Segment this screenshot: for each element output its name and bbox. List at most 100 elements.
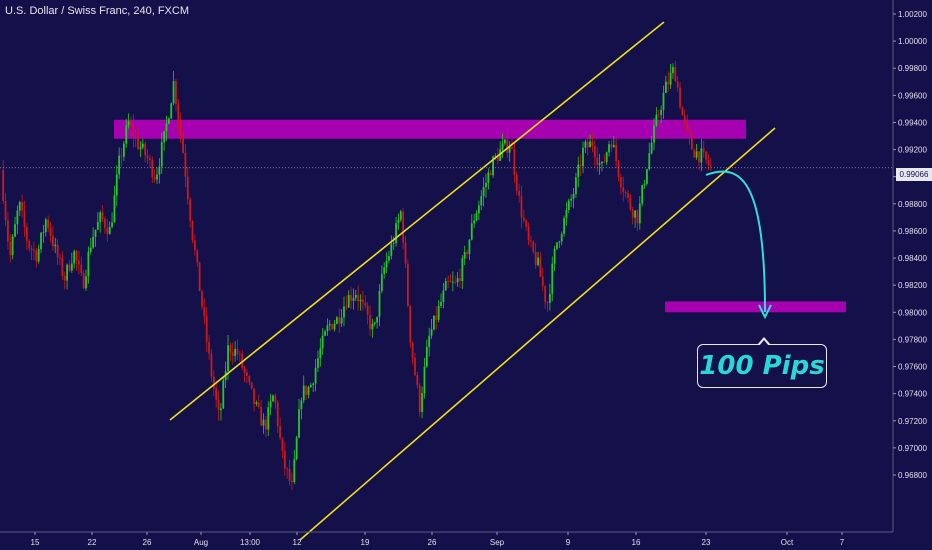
candle-body bbox=[234, 349, 237, 356]
candle-body bbox=[565, 210, 568, 219]
candle-body bbox=[525, 220, 528, 227]
candle-body bbox=[54, 244, 57, 247]
candle-body bbox=[392, 243, 395, 244]
candle-body bbox=[305, 385, 308, 395]
candle-body bbox=[274, 395, 277, 403]
candle-body bbox=[182, 134, 184, 153]
candle-body bbox=[560, 233, 563, 242]
candle-body bbox=[215, 388, 218, 400]
candle-body bbox=[11, 236, 14, 256]
candle-body bbox=[584, 141, 587, 148]
candle-body bbox=[170, 103, 173, 119]
price-tick-label: 0.97600 bbox=[898, 363, 927, 372]
candle-body bbox=[586, 141, 589, 148]
candle-body bbox=[534, 252, 537, 266]
candle-body bbox=[73, 251, 76, 264]
candle-body bbox=[300, 400, 303, 410]
candle-body bbox=[257, 402, 260, 407]
candle-body bbox=[61, 257, 64, 276]
candle-body bbox=[541, 276, 544, 287]
candle-body bbox=[397, 219, 400, 224]
candle-body bbox=[56, 244, 59, 258]
candle-body bbox=[220, 408, 222, 411]
candle-body bbox=[264, 419, 267, 430]
candle-body bbox=[601, 161, 603, 164]
candle-body bbox=[321, 335, 324, 349]
candle-body bbox=[23, 210, 26, 227]
candle-body bbox=[260, 406, 263, 426]
time-tick-label: Aug bbox=[194, 538, 208, 547]
price-tick-label: 0.97200 bbox=[898, 417, 927, 426]
candle-body bbox=[402, 211, 405, 243]
candle-body bbox=[312, 383, 315, 386]
candle-body bbox=[421, 393, 423, 413]
candle-body bbox=[179, 119, 182, 135]
time-tick-label: Sep bbox=[490, 538, 505, 547]
candle-body bbox=[411, 342, 414, 358]
candle-body bbox=[664, 81, 667, 94]
candle-body bbox=[634, 210, 636, 218]
price-tick-label: 0.99800 bbox=[898, 64, 927, 73]
candle-body bbox=[556, 242, 558, 249]
candle-body bbox=[489, 172, 492, 176]
candle-body bbox=[343, 306, 345, 318]
candle-body bbox=[99, 212, 102, 223]
candle-body bbox=[167, 118, 170, 124]
callout-notch-inner bbox=[759, 340, 769, 346]
candle-body bbox=[231, 352, 234, 356]
candle-body bbox=[442, 290, 445, 302]
candle-body bbox=[553, 248, 556, 264]
candle-body bbox=[146, 155, 149, 159]
candle-body bbox=[364, 302, 367, 306]
candle-body bbox=[572, 193, 575, 199]
candle-body bbox=[532, 241, 535, 253]
candle-body bbox=[615, 144, 618, 162]
candle-body bbox=[78, 260, 80, 265]
candle-body bbox=[132, 124, 135, 137]
candle-body bbox=[139, 147, 142, 149]
candle-body bbox=[418, 385, 421, 413]
candle-body bbox=[629, 197, 632, 210]
candle-body bbox=[631, 209, 634, 218]
candle-body bbox=[603, 161, 606, 163]
candle-body bbox=[693, 149, 696, 158]
candle-body bbox=[416, 374, 419, 386]
candle-body bbox=[681, 107, 684, 116]
candle-body bbox=[672, 67, 674, 73]
candle-body bbox=[390, 243, 393, 257]
candle-body bbox=[319, 348, 322, 359]
candle-body bbox=[236, 349, 239, 354]
candle-body bbox=[444, 281, 447, 291]
candle-body bbox=[253, 388, 255, 404]
candle-body bbox=[68, 264, 71, 271]
candle-body bbox=[283, 450, 286, 469]
candle-body bbox=[120, 155, 123, 157]
candle-body bbox=[641, 185, 644, 204]
candle-body bbox=[619, 176, 622, 188]
candle-body bbox=[366, 305, 369, 315]
candle-body bbox=[127, 121, 130, 126]
candle-body bbox=[75, 251, 78, 261]
price-tick-label: 1.00000 bbox=[898, 37, 927, 46]
candle-body bbox=[506, 139, 509, 153]
time-tick-label: Oct bbox=[781, 538, 794, 547]
candle-body bbox=[293, 459, 296, 483]
candle-body bbox=[196, 250, 199, 263]
candle-body bbox=[709, 164, 712, 166]
candle-body bbox=[42, 232, 45, 233]
candle-body bbox=[679, 87, 681, 108]
candle-body bbox=[456, 278, 459, 283]
candle-body bbox=[291, 480, 293, 483]
candle-body bbox=[324, 331, 326, 336]
candle-body bbox=[463, 252, 466, 259]
candle-body bbox=[92, 236, 95, 248]
candle-body bbox=[480, 196, 483, 206]
price-tick-label: 0.98400 bbox=[898, 254, 927, 263]
candle-body bbox=[340, 317, 343, 324]
candle-body bbox=[385, 260, 388, 268]
candle-body bbox=[267, 407, 270, 430]
candle-body bbox=[255, 402, 258, 404]
candle-body bbox=[80, 264, 83, 274]
overlays-layer bbox=[0, 21, 893, 541]
candle-body bbox=[475, 213, 478, 221]
